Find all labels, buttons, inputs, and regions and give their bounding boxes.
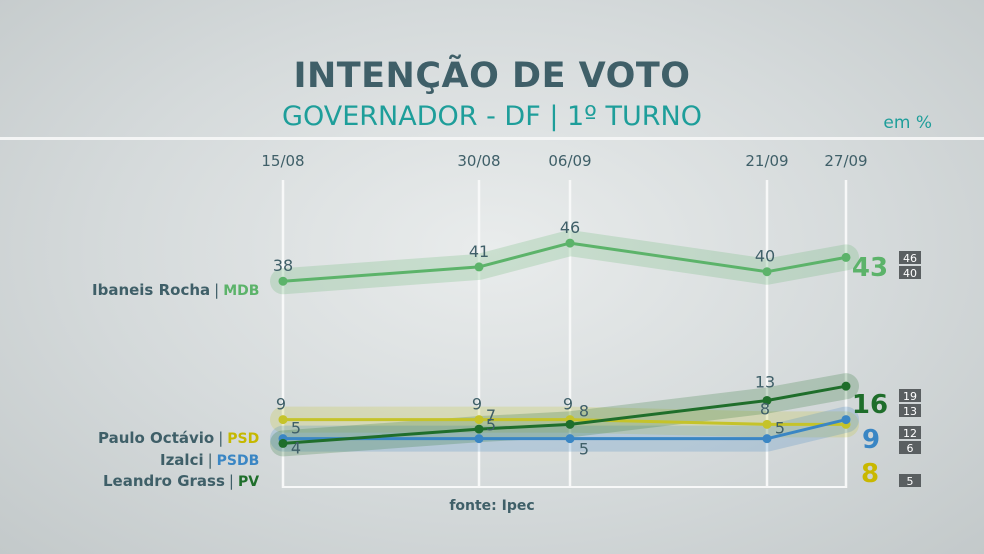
data-label: 5 — [486, 416, 496, 435]
margin-box — [899, 251, 921, 264]
data-point — [841, 415, 851, 425]
margin-value: 12 — [903, 427, 917, 440]
data-point — [762, 395, 772, 405]
candidate-label-ibaneis: Ibaneis Rocha | MDB — [92, 281, 259, 299]
separator: | — [228, 472, 234, 490]
data-point — [841, 252, 851, 262]
x-tick-label: 27/09 — [824, 152, 867, 170]
data-point — [474, 415, 484, 425]
margin-box — [899, 426, 921, 439]
data-label: 5 — [775, 419, 785, 438]
unit-label: em % — [883, 113, 932, 133]
data-point — [565, 434, 575, 444]
data-point — [841, 381, 851, 391]
data-point — [762, 267, 772, 277]
final-value-label: 16 — [852, 390, 888, 420]
final-value-label: 9 — [862, 425, 880, 455]
candidate-name: Paulo Octávio — [98, 429, 215, 447]
margin-value: 6 — [907, 442, 914, 455]
margin-box — [899, 404, 921, 417]
candidate-party: MDB — [223, 283, 260, 299]
x-tick-label: 30/08 — [457, 152, 500, 170]
margin-box — [899, 389, 921, 402]
data-label: 9 — [472, 395, 482, 414]
separator: | — [207, 451, 213, 469]
data-label: 13 — [755, 372, 775, 391]
data-point — [762, 434, 772, 444]
data-label: 7 — [486, 406, 496, 425]
data-label: 9 — [276, 395, 286, 414]
candidate-party: PSD — [227, 431, 260, 447]
header-divider — [0, 137, 984, 140]
data-label: 4 — [291, 438, 301, 457]
final-value-label: 8 — [861, 459, 879, 489]
data-label: 9 — [563, 395, 573, 414]
margin-box — [899, 266, 921, 279]
data-label: 5 — [291, 419, 301, 438]
separator: | — [214, 281, 220, 299]
margin-box — [899, 441, 921, 454]
margin-value: 5 — [907, 475, 914, 488]
data-label: 40 — [755, 247, 775, 266]
candidate-label-izalci: Izalci | PSDB — [160, 451, 259, 469]
data-label: 41 — [469, 242, 489, 261]
data-label: 8 — [760, 399, 770, 418]
candidate-party: PSDB — [216, 453, 260, 469]
data-label: 38 — [273, 256, 293, 275]
data-label: 5 — [579, 440, 589, 459]
final-value-label: 43 — [852, 253, 888, 283]
candidate-label-leandro: Leandro Grass | PV — [103, 472, 259, 490]
x-tick-label: 21/09 — [745, 152, 788, 170]
chart-subtitle: GOVERNADOR - DF | 1º TURNO — [282, 101, 702, 132]
x-tick-label: 15/08 — [261, 152, 304, 170]
candidate-party: PV — [237, 474, 260, 490]
margin-value: 13 — [903, 405, 917, 418]
data-point — [474, 262, 484, 272]
data-point — [762, 419, 772, 429]
data-point — [474, 424, 484, 434]
data-point — [278, 438, 288, 448]
data-point — [278, 415, 288, 425]
margin-value: 19 — [903, 390, 917, 403]
x-tick-label: 06/09 — [548, 152, 591, 170]
candidate-name: Leandro Grass — [103, 472, 225, 490]
data-point — [474, 434, 484, 444]
margin-box — [899, 474, 921, 487]
separator: | — [218, 429, 224, 447]
data-label: 8 — [579, 401, 589, 420]
data-point — [565, 419, 575, 429]
chart-title: INTENÇÃO DE VOTO — [293, 56, 691, 96]
candidate-label-paulo: Paulo Octávio | PSD — [98, 429, 259, 447]
candidate-name: Ibaneis Rocha — [92, 281, 211, 299]
margin-value: 46 — [903, 252, 917, 265]
candidate-name: Izalci — [160, 451, 204, 469]
data-point — [278, 276, 288, 286]
margin-value: 40 — [903, 267, 917, 280]
source-note: fonte: Ipec — [449, 498, 535, 514]
data-point — [565, 238, 575, 248]
data-label: 46 — [560, 218, 580, 237]
